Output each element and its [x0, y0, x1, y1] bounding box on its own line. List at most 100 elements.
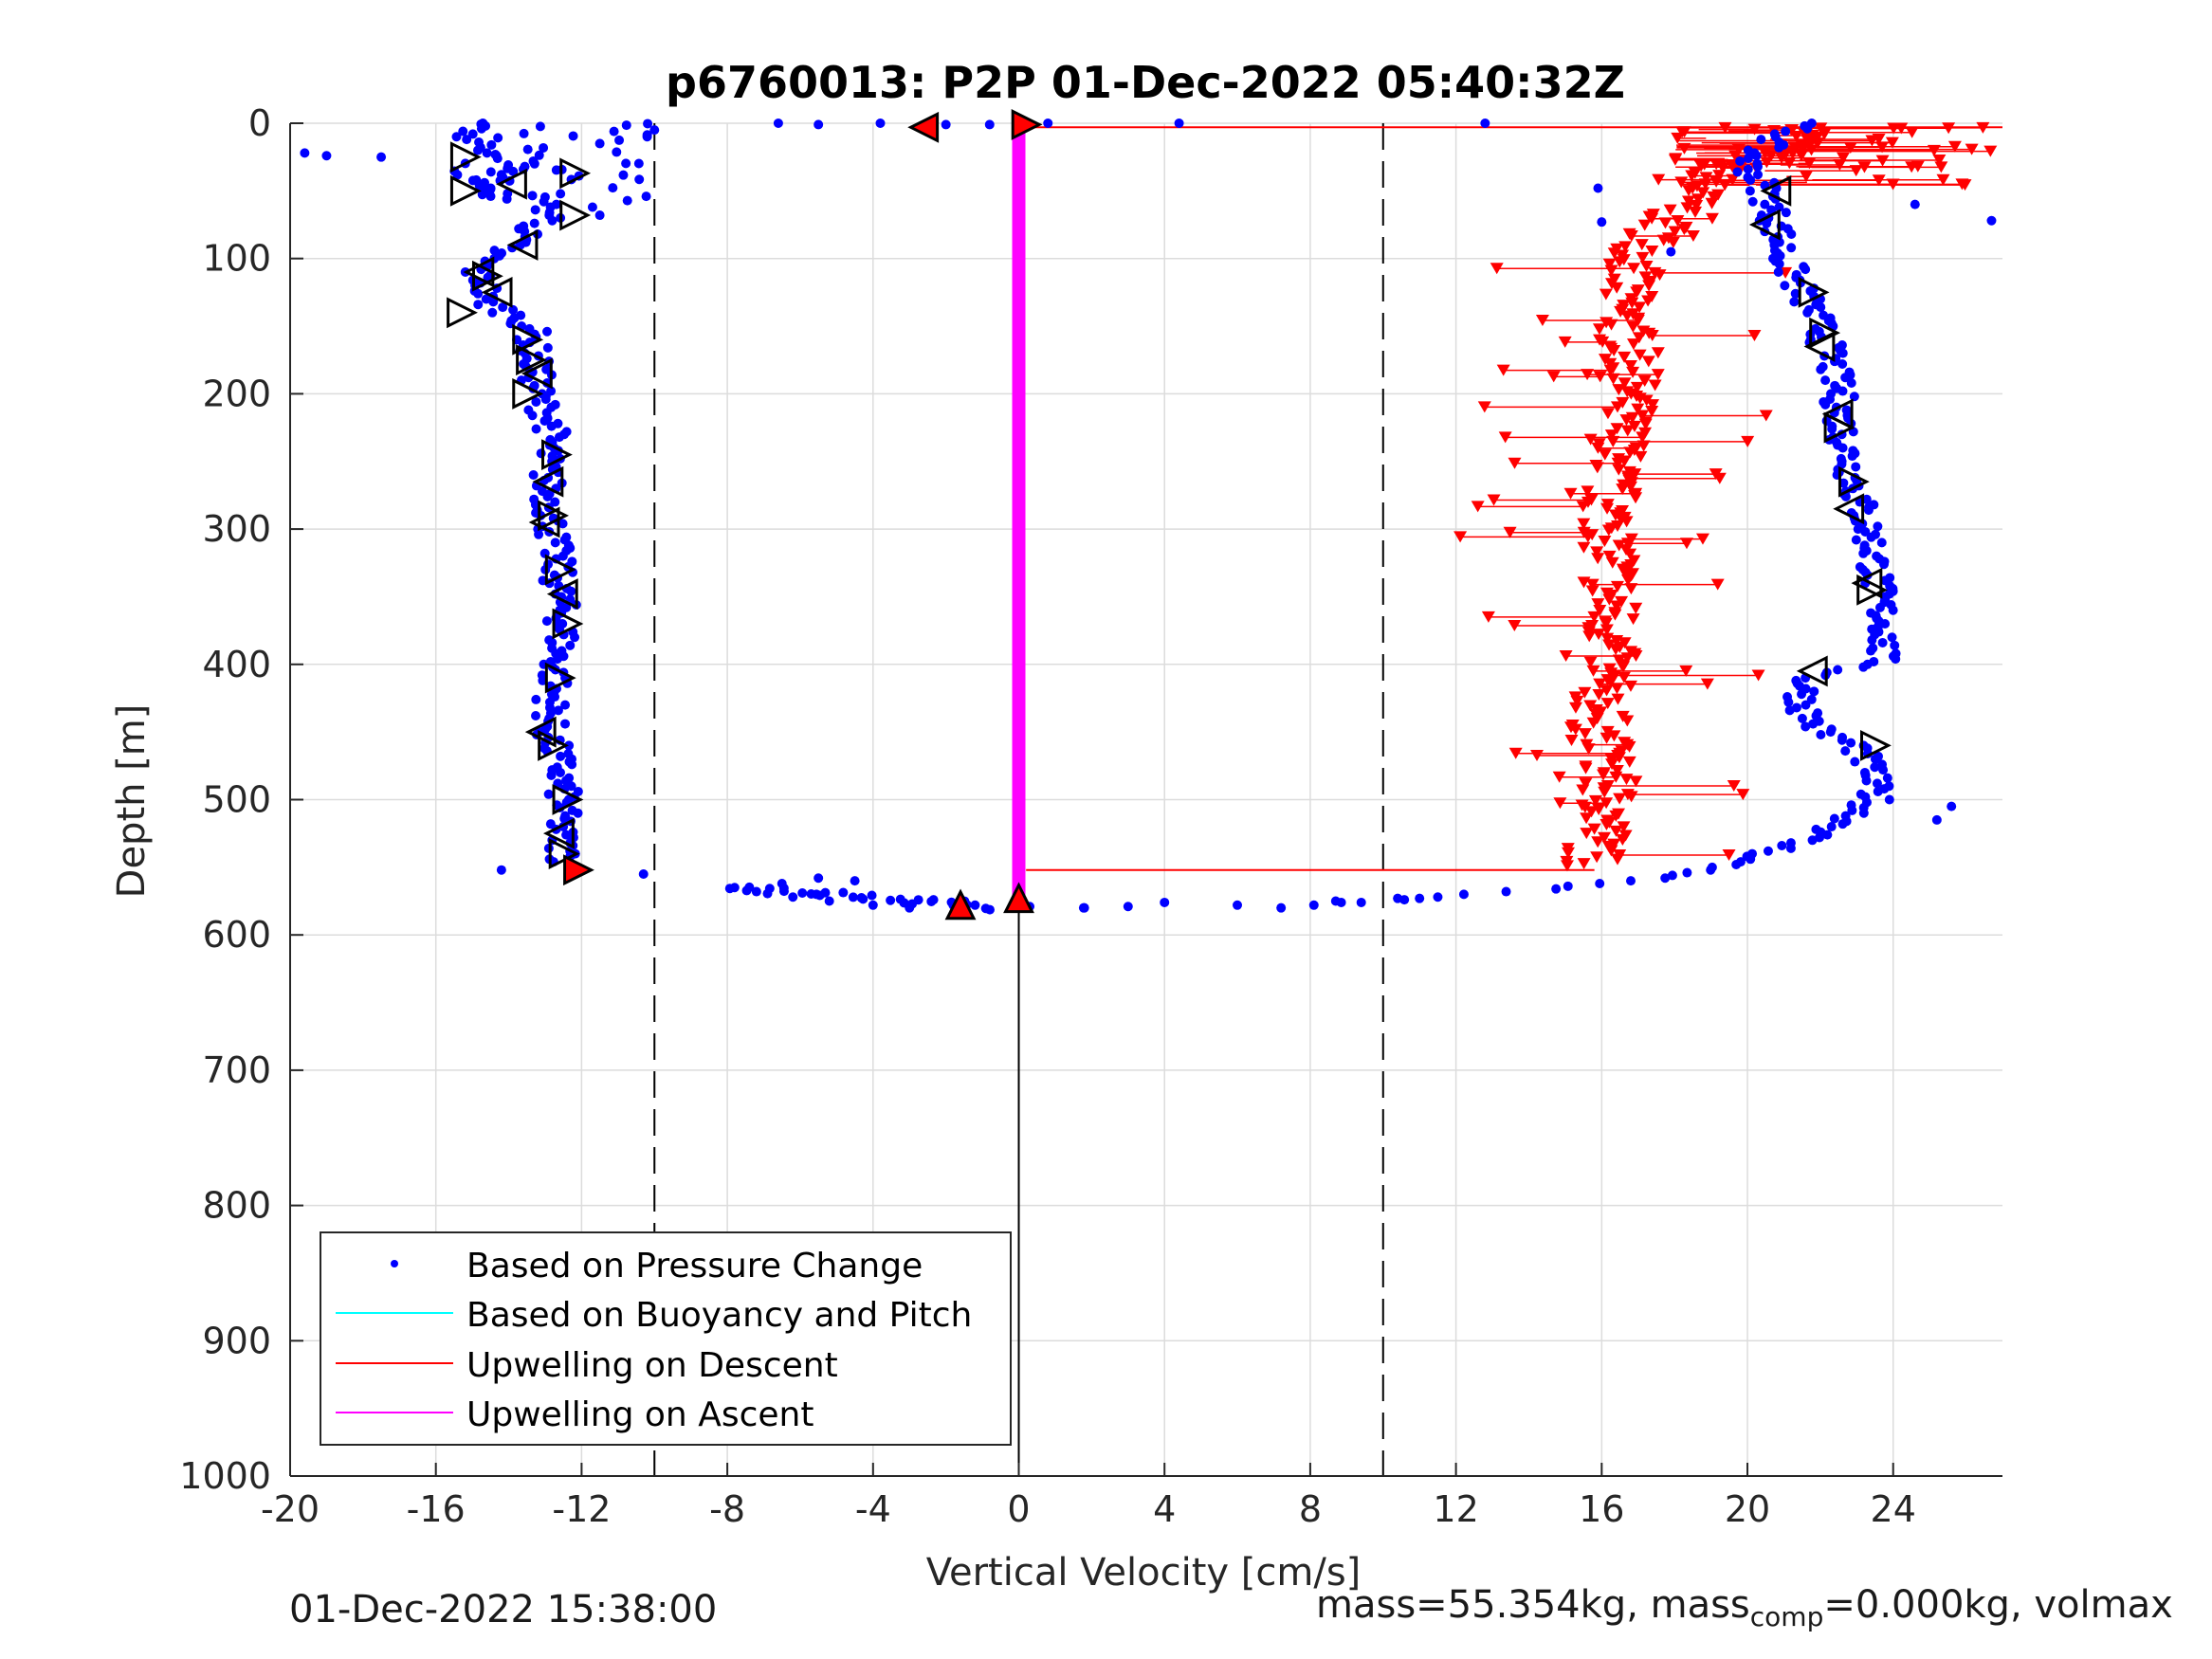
- descent-marker-right: [544, 554, 576, 586]
- pressure-change-point: [1849, 392, 1859, 402]
- pressure-change-point: [1762, 218, 1772, 228]
- upwelling-descent-marker: [1602, 550, 1617, 562]
- pressure-change-point: [1837, 819, 1848, 830]
- x-tick-label: -20: [261, 1488, 320, 1530]
- upwelling-descent-marker: [1593, 678, 1607, 690]
- pressure-change-point: [508, 304, 519, 315]
- upwelling-descent-marker: [1591, 836, 1605, 848]
- ascent-marker-left: [1760, 174, 1792, 207]
- pressure-change-point: [1863, 505, 1874, 516]
- y-tick-label: 800: [202, 1185, 271, 1227]
- pressure-change-point: [542, 491, 553, 501]
- y-tick-label: 300: [202, 508, 271, 550]
- upwelling-descent-marker: [1639, 260, 1654, 272]
- upwelling-descent-marker: [1610, 764, 1624, 776]
- pressure-change-point: [1276, 902, 1287, 913]
- upwelling-descent-marker: [1686, 230, 1700, 243]
- upwelling-descent-marker: [1633, 301, 1647, 314]
- pressure-change-point: [1840, 746, 1851, 757]
- legend-label-upwelling-descent: Upwelling on Descent: [466, 1346, 838, 1385]
- upwelling-descent-marker: [1570, 695, 1584, 707]
- y-tick-label: 400: [202, 644, 271, 685]
- upwelling-descent-marker: [1471, 501, 1485, 513]
- upwelling-descent-marker: [1609, 825, 1623, 837]
- x-tick-label: 8: [1299, 1488, 1322, 1530]
- upwelling-descent-marker: [1639, 394, 1654, 407]
- pressure-change-point: [486, 139, 497, 150]
- upwelling-descent-marker: [1618, 351, 1632, 363]
- upwelling-descent-marker: [1602, 258, 1617, 270]
- upwelling-descent-marker: [1604, 845, 1618, 857]
- pressure-change-point: [1745, 186, 1755, 196]
- y-tick-label: 200: [202, 373, 271, 414]
- descent-marker-right: [552, 608, 584, 640]
- upwelling-descent-marker: [1558, 336, 1572, 348]
- upwelling-descent-marker: [1593, 605, 1607, 617]
- pressure-change-point: [594, 210, 605, 221]
- pressure-change-point: [477, 190, 487, 200]
- upwelling-descent-marker: [1722, 849, 1736, 862]
- pressure-change-point: [1870, 754, 1880, 764]
- upwelling-descent-marker: [1843, 142, 1857, 155]
- upwelling-descent-marker: [1624, 791, 1638, 803]
- upwelling-descent-marker: [1695, 533, 1709, 545]
- x-tick-label: 4: [1153, 1488, 1176, 1530]
- pressure-change-point: [751, 886, 761, 897]
- mass-subscript: comp: [1749, 1601, 1824, 1632]
- upwelling-descent-marker: [1799, 171, 1813, 183]
- upwelling-descent-marker: [1965, 143, 1979, 155]
- upwelling-descent-marker: [1490, 263, 1504, 275]
- upwelling-descent-marker: [1453, 531, 1468, 543]
- pressure-change-point: [1123, 902, 1133, 912]
- upwelling-descent-marker: [1596, 336, 1610, 348]
- upwelling-descent-marker: [1579, 777, 1593, 790]
- upwelling-descent-marker: [1685, 170, 1699, 182]
- upwelling-descent-marker: [1849, 165, 1863, 177]
- upwelling-descent-marker: [1622, 756, 1636, 768]
- upwelling-descent-marker: [1741, 435, 1755, 447]
- event-marker-filled: [907, 111, 940, 143]
- pressure-change-point: [868, 900, 878, 910]
- y-tick-label: 900: [202, 1320, 271, 1361]
- pressure-change-point: [1330, 896, 1341, 906]
- upwelling-descent-marker: [1560, 860, 1574, 872]
- pressure-change-point: [1174, 118, 1184, 128]
- pressure-change-point: [777, 878, 787, 888]
- pressure-change-point: [503, 160, 514, 171]
- pressure-change-point: [547, 215, 558, 226]
- pressure-change-point: [1774, 259, 1784, 269]
- upwelling-descent-marker: [1627, 420, 1641, 432]
- pressure-change-point: [550, 497, 560, 507]
- pressure-change-point: [1820, 399, 1831, 410]
- upwelling-descent-marker: [1712, 472, 1727, 484]
- upwelling-descent-marker: [1627, 263, 1641, 275]
- upwelling-descent-marker: [1481, 611, 1495, 623]
- upwelling-descent-marker: [1581, 485, 1595, 498]
- pressure-change-point: [1625, 876, 1636, 886]
- upwelling-descent-marker: [1718, 121, 1732, 134]
- upwelling-descent-marker: [1598, 535, 1612, 547]
- pressure-change-point: [1846, 738, 1856, 748]
- upwelling-descent-marker: [1600, 502, 1615, 515]
- pressure-change-point: [814, 873, 824, 884]
- upwelling-descent-marker: [1585, 585, 1600, 597]
- descent-marker-right: [512, 377, 544, 410]
- pressure-change-point: [534, 150, 544, 160]
- pressure-change-point: [1887, 632, 1897, 643]
- pressure-change-point: [1458, 889, 1469, 900]
- pressure-change-point: [587, 202, 597, 212]
- upwelling-descent-marker: [1623, 447, 1637, 459]
- pressure-change-point: [1667, 870, 1677, 881]
- upwelling-descent-marker: [1760, 156, 1774, 169]
- upwelling-descent-marker: [1508, 619, 1522, 631]
- pressure-change-point: [984, 119, 995, 130]
- upwelling-descent-marker: [1611, 693, 1625, 705]
- upwelling-descent-marker: [1636, 410, 1650, 422]
- pressure-change-point: [1888, 605, 1898, 615]
- upwelling-descent-marker: [1612, 464, 1626, 476]
- pressure-change-point: [618, 170, 629, 180]
- pressure-change-point: [1876, 538, 1887, 548]
- pressure-change-point: [1781, 126, 1791, 137]
- event-marker-filled: [944, 888, 977, 921]
